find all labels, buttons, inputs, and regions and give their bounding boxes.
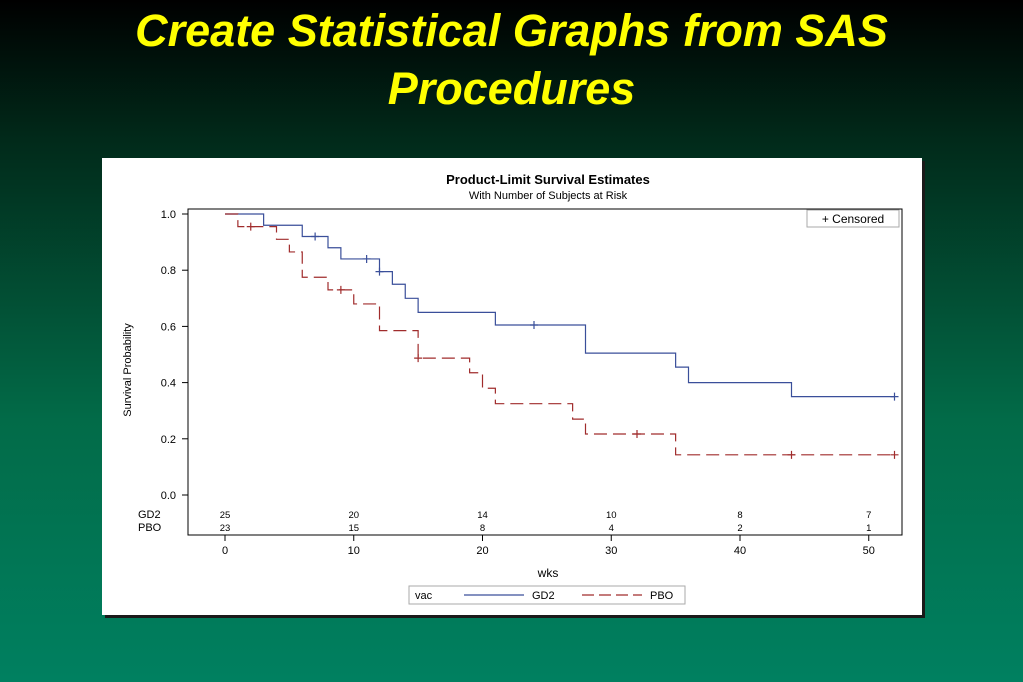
at-risk-value: 14 [477, 510, 488, 521]
plot-area [187, 208, 903, 536]
censor-mark-pbo [246, 222, 255, 231]
x-tick-label: 0 [222, 545, 228, 557]
series-legend: vac GD2 PBO [408, 585, 686, 605]
y-tick-label: 0.0 [161, 490, 176, 502]
censor-mark-gd2 [375, 267, 384, 276]
legend-title: vac [415, 590, 433, 602]
at-risk-value: 15 [348, 523, 359, 534]
censor-mark-pbo [633, 430, 641, 439]
survival-chart: Product-Limit Survival Estimates With Nu… [122, 172, 903, 605]
censored-legend-label: + Censored [822, 212, 884, 226]
x-tick-label: 20 [476, 545, 488, 557]
censor-mark-gd2 [311, 232, 320, 241]
at-risk-row-label: PBO [138, 522, 162, 534]
at-risk-value: 23 [220, 523, 231, 534]
at-risk-value: 25 [220, 510, 231, 521]
y-tick-label: 0.4 [161, 378, 176, 390]
at-risk-table: GD2 25 20 14 10 8 7 PBO 23 15 8 4 2 1 [138, 509, 871, 534]
x-tick-label: 40 [734, 545, 746, 557]
at-risk-value: 7 [866, 510, 871, 521]
at-risk-value: 4 [609, 523, 614, 534]
at-risk-value: 8 [480, 523, 485, 534]
x-tick-label: 50 [863, 545, 875, 557]
censored-legend: + Censored [806, 209, 900, 228]
at-risk-value: 8 [737, 510, 742, 521]
y-tick-label: 1.0 [161, 209, 176, 221]
y-tick-label: 0.6 [161, 321, 176, 333]
legend-label-gd2: GD2 [532, 590, 555, 602]
censor-mark-gd2 [530, 320, 538, 329]
censor-mark-pbo [336, 285, 345, 294]
censor-mark-pbo [890, 450, 899, 459]
slide-title-line-1: Create Statistical Graphs from SAS [135, 5, 888, 56]
x-axis: 0 10 20 30 40 50 [222, 535, 875, 557]
slide-title-line-2: Procedures [387, 63, 636, 114]
series-line-gd2 [225, 213, 895, 398]
legend-label-pbo: PBO [650, 590, 674, 602]
y-axis-label: Survival Probability [122, 323, 134, 417]
censored-legend-box [806, 209, 900, 228]
y-tick-label: 0.8 [161, 265, 176, 277]
chart-panel: Product-Limit Survival Estimates With Nu… [102, 158, 922, 615]
series-layer [225, 213, 899, 459]
at-risk-value: 10 [606, 510, 617, 521]
at-risk-value: 20 [348, 510, 359, 521]
chart-subtitle: With Number of Subjects at Risk [469, 190, 628, 202]
censor-mark-gd2 [362, 254, 371, 263]
censor-mark-gd2 [890, 392, 899, 401]
chart-title: Product-Limit Survival Estimates [446, 172, 650, 187]
censor-mark-pbo [414, 354, 423, 363]
y-tick-label: 0.2 [161, 434, 176, 446]
at-risk-row-label: GD2 [138, 509, 161, 521]
x-axis-label: wks [537, 566, 559, 580]
y-axis: 0.0 0.2 0.4 0.6 0.8 1.0 [161, 209, 188, 502]
x-tick-label: 30 [605, 545, 617, 557]
x-tick-label: 10 [348, 545, 360, 557]
series-legend-box [408, 585, 686, 605]
censor-mark-pbo [787, 450, 796, 459]
series-line-pbo [225, 213, 895, 456]
at-risk-value: 1 [866, 523, 871, 534]
at-risk-value: 2 [737, 523, 742, 534]
slide-title: Create Statistical Graphs from SAS Proce… [0, 2, 1023, 118]
